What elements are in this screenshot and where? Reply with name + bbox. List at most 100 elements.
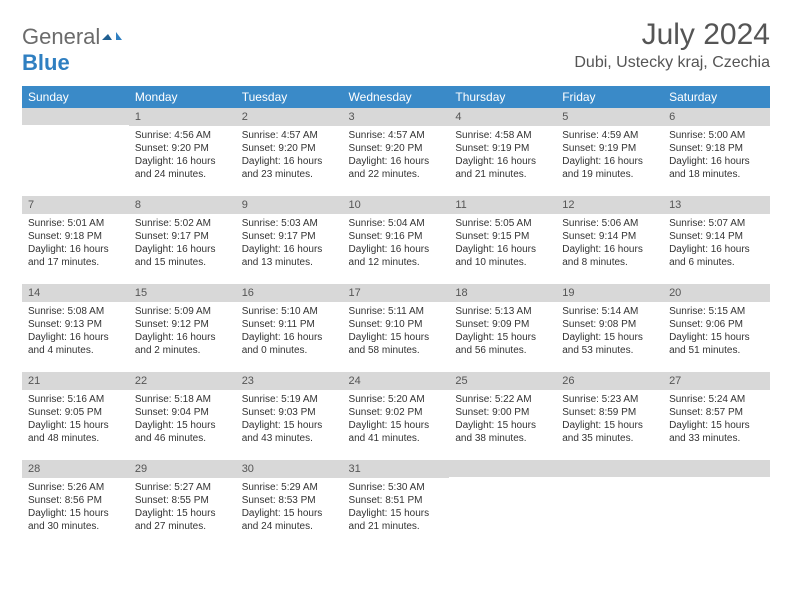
day-daylight1: Daylight: 16 hours (135, 331, 230, 344)
day-daylight2: and 24 minutes. (135, 168, 230, 181)
day-details: Sunrise: 5:20 AMSunset: 9:02 PMDaylight:… (343, 390, 450, 449)
day-daylight2: and 21 minutes. (349, 520, 444, 533)
day-number: 23 (236, 372, 343, 390)
day-daylight2: and 48 minutes. (28, 432, 123, 445)
day-details: Sunrise: 4:58 AMSunset: 9:19 PMDaylight:… (449, 126, 556, 185)
day-number: 13 (663, 196, 770, 214)
day-sunrise: Sunrise: 4:56 AM (135, 129, 230, 142)
day-daylight2: and 33 minutes. (669, 432, 764, 445)
day-sunset: Sunset: 9:15 PM (455, 230, 550, 243)
day-sunrise: Sunrise: 5:09 AM (135, 305, 230, 318)
day-daylight1: Daylight: 15 hours (562, 419, 657, 432)
day-daylight2: and 51 minutes. (669, 344, 764, 357)
logo: GeneralBlue (22, 18, 122, 76)
day-sunset: Sunset: 9:09 PM (455, 318, 550, 331)
day-sunset: Sunset: 9:20 PM (242, 142, 337, 155)
day-number: 5 (556, 108, 663, 126)
day-daylight2: and 58 minutes. (349, 344, 444, 357)
calendar-day-cell: 29Sunrise: 5:27 AMSunset: 8:55 PMDayligh… (129, 460, 236, 548)
logo-text-gray: General (22, 24, 100, 49)
calendar-week-row: 28Sunrise: 5:26 AMSunset: 8:56 PMDayligh… (22, 460, 770, 548)
day-daylight2: and 41 minutes. (349, 432, 444, 445)
calendar-week-row: 21Sunrise: 5:16 AMSunset: 9:05 PMDayligh… (22, 372, 770, 460)
day-number: 6 (663, 108, 770, 126)
day-details: Sunrise: 5:11 AMSunset: 9:10 PMDaylight:… (343, 302, 450, 361)
day-sunset: Sunset: 9:10 PM (349, 318, 444, 331)
day-sunrise: Sunrise: 4:58 AM (455, 129, 550, 142)
calendar-day-cell: 16Sunrise: 5:10 AMSunset: 9:11 PMDayligh… (236, 284, 343, 372)
day-sunrise: Sunrise: 5:03 AM (242, 217, 337, 230)
day-daylight2: and 22 minutes. (349, 168, 444, 181)
calendar-day-cell: 10Sunrise: 5:04 AMSunset: 9:16 PMDayligh… (343, 196, 450, 284)
day-number: 9 (236, 196, 343, 214)
day-daylight2: and 46 minutes. (135, 432, 230, 445)
day-daylight2: and 23 minutes. (242, 168, 337, 181)
day-number: 10 (343, 196, 450, 214)
day-daylight2: and 24 minutes. (242, 520, 337, 533)
day-sunset: Sunset: 8:51 PM (349, 494, 444, 507)
day-sunset: Sunset: 9:11 PM (242, 318, 337, 331)
day-sunset: Sunset: 9:03 PM (242, 406, 337, 419)
day-details: Sunrise: 5:14 AMSunset: 9:08 PMDaylight:… (556, 302, 663, 361)
day-details: Sunrise: 5:26 AMSunset: 8:56 PMDaylight:… (22, 478, 129, 537)
day-number: 21 (22, 372, 129, 390)
calendar-day-cell: 8Sunrise: 5:02 AMSunset: 9:17 PMDaylight… (129, 196, 236, 284)
calendar-day-cell: 28Sunrise: 5:26 AMSunset: 8:56 PMDayligh… (22, 460, 129, 548)
day-number: 2 (236, 108, 343, 126)
day-daylight2: and 0 minutes. (242, 344, 337, 357)
day-sunrise: Sunrise: 5:27 AM (135, 481, 230, 494)
calendar-day-cell: 14Sunrise: 5:08 AMSunset: 9:13 PMDayligh… (22, 284, 129, 372)
calendar-day-cell: 7Sunrise: 5:01 AMSunset: 9:18 PMDaylight… (22, 196, 129, 284)
day-sunrise: Sunrise: 4:59 AM (562, 129, 657, 142)
day-details: Sunrise: 5:09 AMSunset: 9:12 PMDaylight:… (129, 302, 236, 361)
day-number: 25 (449, 372, 556, 390)
day-sunset: Sunset: 9:19 PM (562, 142, 657, 155)
calendar-day-cell: 22Sunrise: 5:18 AMSunset: 9:04 PMDayligh… (129, 372, 236, 460)
logo-text-blue: Blue (22, 50, 70, 75)
day-number (449, 460, 556, 477)
calendar-day-cell: 11Sunrise: 5:05 AMSunset: 9:15 PMDayligh… (449, 196, 556, 284)
day-details: Sunrise: 4:56 AMSunset: 9:20 PMDaylight:… (129, 126, 236, 185)
day-sunset: Sunset: 8:59 PM (562, 406, 657, 419)
day-number: 22 (129, 372, 236, 390)
calendar-table: Sunday Monday Tuesday Wednesday Thursday… (22, 86, 770, 548)
calendar-body: 1Sunrise: 4:56 AMSunset: 9:20 PMDaylight… (22, 108, 770, 548)
day-daylight2: and 38 minutes. (455, 432, 550, 445)
day-daylight1: Daylight: 16 hours (669, 243, 764, 256)
day-daylight1: Daylight: 15 hours (28, 507, 123, 520)
day-daylight2: and 8 minutes. (562, 256, 657, 269)
day-sunrise: Sunrise: 5:01 AM (28, 217, 123, 230)
day-sunset: Sunset: 8:56 PM (28, 494, 123, 507)
day-daylight1: Daylight: 15 hours (349, 419, 444, 432)
calendar-week-row: 7Sunrise: 5:01 AMSunset: 9:18 PMDaylight… (22, 196, 770, 284)
day-number: 24 (343, 372, 450, 390)
day-header: Tuesday (236, 86, 343, 108)
day-sunset: Sunset: 9:08 PM (562, 318, 657, 331)
day-daylight1: Daylight: 15 hours (562, 331, 657, 344)
day-number: 28 (22, 460, 129, 478)
day-sunset: Sunset: 9:14 PM (562, 230, 657, 243)
day-daylight2: and 12 minutes. (349, 256, 444, 269)
day-header: Friday (556, 86, 663, 108)
day-number: 30 (236, 460, 343, 478)
day-details: Sunrise: 5:13 AMSunset: 9:09 PMDaylight:… (449, 302, 556, 361)
day-number: 1 (129, 108, 236, 126)
day-details: Sunrise: 5:16 AMSunset: 9:05 PMDaylight:… (22, 390, 129, 449)
day-sunset: Sunset: 9:14 PM (669, 230, 764, 243)
calendar-day-cell: 13Sunrise: 5:07 AMSunset: 9:14 PMDayligh… (663, 196, 770, 284)
calendar-page: GeneralBlue July 2024 Dubi, Ustecky kraj… (0, 0, 792, 566)
day-sunset: Sunset: 9:20 PM (349, 142, 444, 155)
month-title: July 2024 (574, 18, 770, 52)
calendar-day-cell: 30Sunrise: 5:29 AMSunset: 8:53 PMDayligh… (236, 460, 343, 548)
day-details: Sunrise: 5:00 AMSunset: 9:18 PMDaylight:… (663, 126, 770, 185)
day-daylight1: Daylight: 15 hours (669, 331, 764, 344)
day-daylight1: Daylight: 16 hours (242, 331, 337, 344)
day-sunrise: Sunrise: 4:57 AM (349, 129, 444, 142)
title-block: July 2024 Dubi, Ustecky kraj, Czechia (574, 18, 770, 72)
day-sunrise: Sunrise: 5:24 AM (669, 393, 764, 406)
calendar-day-cell: 23Sunrise: 5:19 AMSunset: 9:03 PMDayligh… (236, 372, 343, 460)
day-sunset: Sunset: 8:53 PM (242, 494, 337, 507)
day-number: 4 (449, 108, 556, 126)
day-details: Sunrise: 5:22 AMSunset: 9:00 PMDaylight:… (449, 390, 556, 449)
day-sunrise: Sunrise: 5:18 AM (135, 393, 230, 406)
